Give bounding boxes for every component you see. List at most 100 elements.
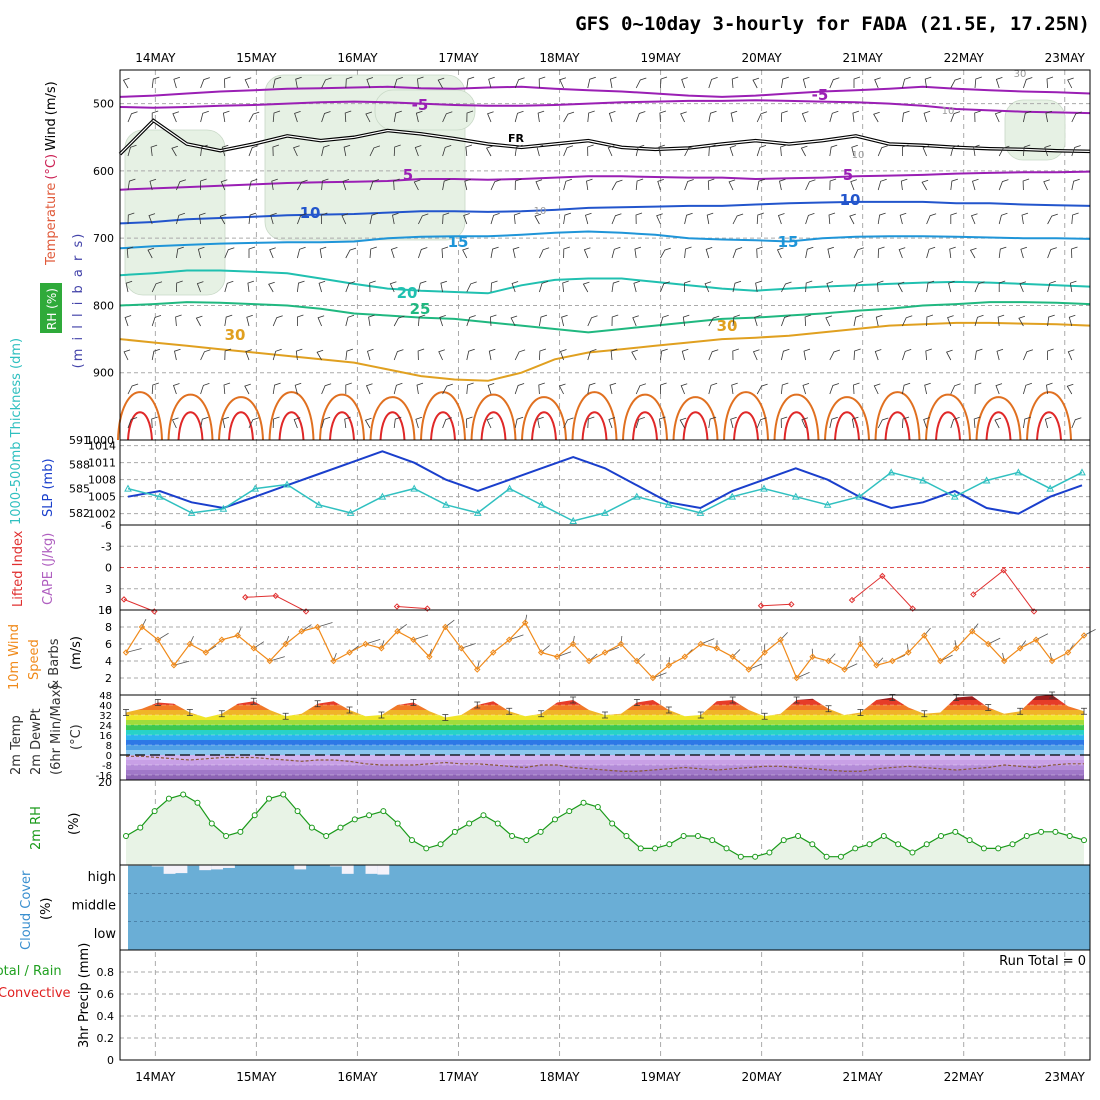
wind-barb: [415, 110, 423, 123]
wind-barb: [680, 111, 687, 123]
wind-barb: [488, 76, 495, 89]
wind-barb: [345, 281, 356, 293]
rh2m-point: [852, 845, 859, 852]
wind-barb: [393, 178, 400, 191]
panel-li-cape: -6 -3 0 3 610: [98, 519, 1090, 617]
lifted-index-line: [972, 569, 1035, 612]
wind-barb: [486, 145, 493, 157]
surface-wind-barb: [907, 644, 909, 653]
wind-barb: [393, 416, 402, 429]
wind-barb: [853, 314, 862, 327]
wind-barb: [1046, 382, 1053, 395]
wind-barb: [465, 144, 473, 157]
wind-barb: [995, 77, 1003, 89]
rh2m-point: [609, 820, 616, 827]
wind-barb: [996, 348, 1004, 361]
wind-speed-point: [170, 662, 178, 669]
rh2m-tick-label: 20: [98, 776, 112, 789]
wind-barb: [611, 213, 622, 225]
wind-speed-point: [1080, 632, 1088, 639]
contour-value-label: 10: [300, 204, 321, 222]
surface-wind-barb: [476, 661, 480, 670]
temp-tick-label: 40: [99, 701, 112, 712]
wind-barb: [196, 281, 204, 293]
temp-color-bands: [126, 695, 1084, 780]
rh2m-point: [223, 832, 230, 839]
wind-speed-point: [873, 662, 880, 669]
wind-barb: [829, 383, 840, 395]
wind-barb: [924, 382, 931, 395]
wind-barb: [853, 247, 864, 259]
li-tick-label: 6: [105, 604, 112, 617]
temp-tick-label: 48: [99, 691, 112, 702]
temp-tick-label: 24: [99, 721, 112, 732]
contour-value-label: 15: [778, 233, 799, 251]
wind-barb: [490, 246, 499, 259]
temp-band: [126, 770, 1084, 775]
wind-unit: (m/s): [69, 636, 84, 670]
wind-barb: [924, 76, 932, 89]
thickness-point: [1046, 484, 1055, 492]
wind-barb: [1067, 349, 1075, 361]
wind-barb: [437, 77, 445, 89]
isotherm-35-lobe: [975, 396, 1022, 441]
surface-wind-barb: [173, 660, 190, 666]
surface-wind-barb: [620, 635, 623, 645]
wind-barb: [829, 178, 837, 191]
wind-speed-point: [202, 649, 210, 656]
temp-minmax-bar: [729, 696, 736, 704]
wind-barb: [536, 144, 544, 157]
temp-ylabel: (°C): [69, 724, 84, 750]
temp-band: [126, 725, 1084, 730]
rh-legend-label: RH (%): [45, 288, 59, 330]
wind-barb: [946, 349, 953, 361]
wind-barb: [563, 111, 575, 123]
wind-barb: [660, 382, 667, 395]
wind-barb: [802, 383, 810, 395]
wind-barb: [1043, 179, 1050, 191]
wind-barb: [974, 348, 983, 361]
wind-barb: [635, 111, 646, 123]
rh2m-point: [666, 841, 673, 848]
li-tick-label: 3: [105, 583, 112, 596]
wind-speed-line: [125, 621, 1085, 680]
temp-minmax-bar: [186, 709, 193, 716]
wind-barb: [658, 144, 665, 157]
wind-barb: [756, 178, 766, 191]
precip-tick-label: 0.8: [97, 966, 115, 979]
wind-barb: [679, 417, 687, 429]
isotherm-40-lobe: [379, 411, 406, 441]
rh2m-point: [165, 795, 172, 802]
wind-barb: [659, 110, 667, 123]
precip-tick-label: 0: [107, 1054, 114, 1067]
wind-barb: [805, 213, 815, 225]
temp-minmax-bar: [123, 709, 129, 716]
thickness-point: [982, 476, 991, 484]
wind-barb: [151, 416, 158, 429]
wind-barb: [317, 315, 325, 327]
temp-minmax-bar: [570, 696, 577, 704]
wind-barb: [345, 247, 357, 259]
rh2m-point: [437, 841, 444, 848]
wind-barb: [200, 77, 210, 89]
rh2m-point: [351, 816, 358, 823]
wind-barb: [827, 246, 835, 259]
wind-barb: [875, 314, 883, 327]
thickness-point: [124, 484, 132, 492]
wind-barb: [463, 213, 470, 225]
wind-barb: [295, 76, 302, 89]
wind-speed-point: [601, 649, 609, 656]
wind-barb: [781, 76, 789, 89]
wind-barb: [416, 382, 424, 395]
wind-barb: [413, 179, 421, 191]
wind-barb: [127, 212, 135, 225]
wind-barb: [248, 111, 260, 123]
isotherm-35-lobe: [521, 396, 567, 441]
wind-barb: [1047, 314, 1055, 327]
wind-barb: [151, 76, 160, 89]
wind-speed-point: [745, 666, 752, 673]
wind-barb: [681, 348, 689, 361]
wind-barb: [244, 383, 251, 395]
isotherm-35-lobe: [218, 396, 264, 441]
wind-barb: [272, 315, 283, 327]
